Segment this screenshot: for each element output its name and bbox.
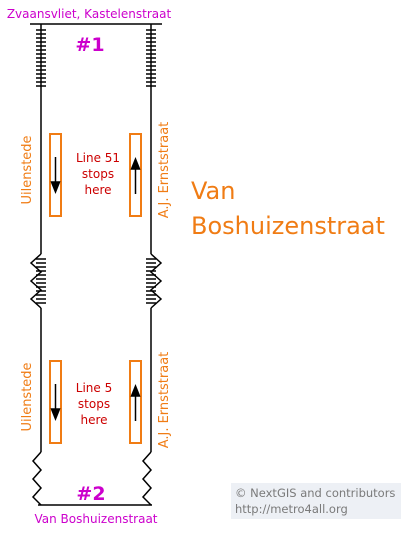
marker-top: #1 (75, 34, 104, 56)
right-street-upper: A.J. Ernststraat (157, 122, 172, 219)
attribution-copyright: © NextGIS and contributors (235, 486, 396, 500)
bottom-street-label: Van Boshuizenstraat (34, 512, 157, 526)
station-name-line2: Boshuizenstraat (191, 212, 385, 240)
arrow-down-icon (50, 408, 61, 422)
arrow-icon (50, 156, 141, 422)
left-street-upper: Uilenstede (20, 135, 35, 204)
escalator-right-bottom (141, 451, 153, 506)
right-street-lower: A.J. Ernststraat (157, 352, 172, 449)
escalator-right-mid (149, 253, 163, 309)
arrow-up-icon (130, 383, 141, 397)
stop-boxes (49, 133, 142, 444)
top-street-label: Zvaansvliet, Kastelenstraat (7, 7, 172, 21)
zigzag-icon (29, 253, 163, 506)
marker-bottom: #2 (76, 483, 105, 505)
stairs-icon (36, 29, 156, 304)
escalator-left-mid (29, 253, 43, 309)
stop-box-left-upper (49, 133, 62, 217)
stop-box-right-upper (129, 133, 142, 217)
stop-box-right-lower (129, 360, 142, 444)
stop-note-lower-line2: stops (78, 397, 110, 411)
attribution: © NextGIS and contributors http://metro4… (231, 483, 401, 519)
stop-note-upper: Line 51 stops here (76, 151, 120, 197)
stop-note-upper-line3: here (84, 183, 111, 197)
station-name-line1: Van (191, 177, 235, 205)
stop-note-lower: Line 5 stops here (76, 381, 112, 427)
stop-note-lower-line3: here (80, 413, 107, 427)
left-street-lower: Uilenstede (20, 362, 35, 431)
arrow-down-icon (50, 181, 61, 195)
stop-note-upper-line2: stops (82, 167, 114, 181)
escalator-left-bottom (31, 451, 43, 506)
stop-note-lower-line1: Line 5 (76, 381, 112, 395)
arrow-up-icon (130, 156, 141, 170)
stop-box-left-lower (49, 360, 62, 444)
attribution-link[interactable]: http://metro4all.org (235, 502, 348, 516)
stop-note-upper-line1: Line 51 (76, 151, 120, 165)
